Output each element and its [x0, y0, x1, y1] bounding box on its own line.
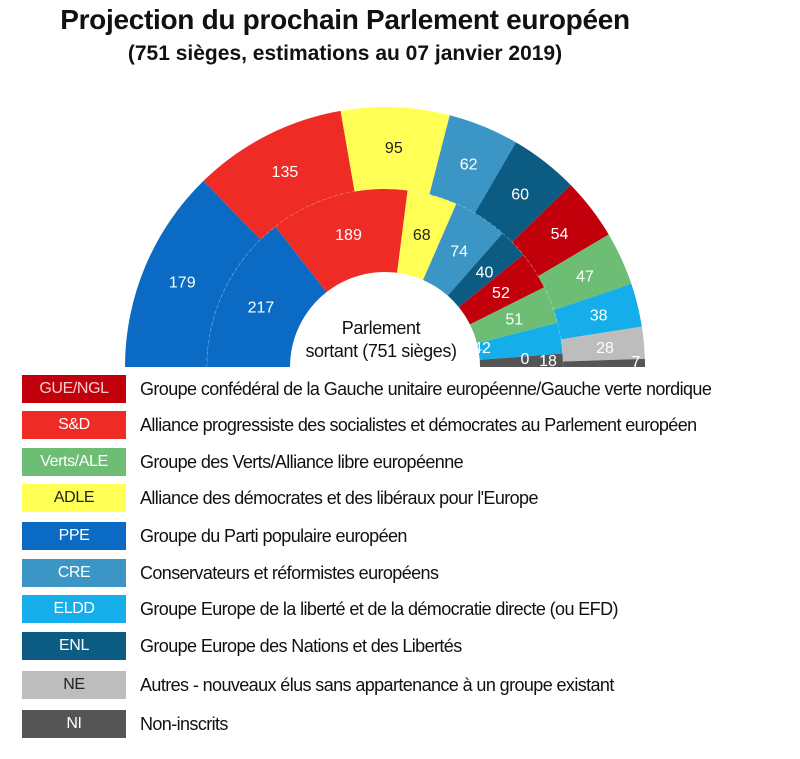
chart-subtitle: (751 sièges, estimations au 07 janvier 2…: [127, 42, 563, 65]
segment-enl: [474, 142, 571, 243]
legend-item-verts-ale: Verts/ALE Groupe des Verts/Alliance libr…: [22, 448, 782, 476]
legend-swatch: ADLE: [22, 484, 126, 512]
value-label-cre: 74: [450, 244, 468, 261]
value-label-eldd: 38: [590, 308, 608, 325]
legend-swatch: NE: [22, 671, 126, 699]
legend-item-eldd: ELDD Groupe Europe de la liberté et de l…: [22, 595, 782, 623]
value-label-adle: 95: [385, 140, 403, 157]
segment-adle: [397, 190, 457, 280]
value-label-ppe: 217: [248, 299, 275, 316]
legend-label: Alliance des démocrates et des libéraux …: [140, 488, 538, 508]
value-label-adle: 68: [413, 227, 431, 244]
segment-ni: [562, 358, 645, 367]
segment-s-d: [275, 188, 408, 293]
segment-eldd: [553, 283, 642, 340]
legend-swatch: NI: [22, 710, 126, 738]
legend-label: Groupe des Verts/Alliance libre européen…: [140, 452, 464, 472]
value-label-ni: 7: [632, 354, 641, 371]
chart-title: Projection du prochain Parlement europée…: [60, 4, 630, 35]
segment-cre: [423, 203, 503, 296]
segment-s-d: [203, 110, 355, 240]
value-label-ne: 0: [521, 351, 530, 368]
value-label-ppe: 179: [169, 275, 196, 292]
value-label-verts-ale: 47: [576, 268, 594, 285]
center-label-line1: Parlement: [342, 318, 421, 338]
value-label-enl: 40: [476, 264, 494, 281]
value-label-gue-ngl: 54: [551, 226, 569, 243]
value-label-eldd: 42: [473, 340, 491, 357]
legend-item-enl: ENL Groupe Europe des Nations et des Lib…: [22, 632, 782, 660]
legend-item-adle: ADLE Alliance des démocrates et des libé…: [22, 484, 782, 512]
segment-gue-ngl: [458, 254, 545, 325]
segment-eldd: [477, 322, 563, 360]
segment-adle: [340, 107, 450, 195]
legend-item-ni: NI Non-inscrits: [22, 710, 782, 738]
segment-ppe: [125, 180, 261, 367]
value-label-enl: 60: [511, 186, 529, 203]
segment-verts-ale: [469, 287, 558, 344]
legend-label: Groupe du Parti populaire européen: [140, 526, 407, 546]
segment-gue-ngl: [512, 185, 609, 277]
legend-item-ne: NE Autres - nouveaux élus sans appartena…: [22, 671, 782, 699]
legend-swatch: ELDD: [22, 595, 126, 623]
legend-item-gue-ngl: GUE/NGL Groupe confédéral de la Gauche u…: [22, 375, 782, 403]
legend-swatch: S&D: [22, 411, 126, 439]
segment-ni: [479, 353, 563, 367]
legend-label: Groupe Europe des Nations et des Liberté…: [140, 636, 462, 656]
value-label-ne: 28: [596, 340, 614, 357]
legend-label: Non-inscrits: [140, 714, 228, 734]
legend-swatch: GUE/NGL: [22, 375, 126, 403]
segment-labels: 179 135 95 62 60 54 47 38 28 7 217 189 68 74 40 52 51 42 0…: [169, 140, 641, 371]
center-label-line2: sortant (751 sièges): [305, 341, 456, 361]
legend-item-cre: CRE Conservateurs et réformistes europée…: [22, 559, 782, 587]
legend-label: Groupe Europe de la liberté et de la dém…: [140, 599, 618, 619]
segment-ppe: [207, 226, 327, 367]
legend-item-s-d: S&D Alliance progressiste des socialiste…: [22, 411, 782, 439]
value-label-gue-ngl: 52: [492, 285, 510, 302]
segment-verts-ale: [538, 234, 632, 311]
value-label-verts-ale: 51: [505, 312, 523, 329]
value-label-cre: 62: [460, 157, 478, 174]
value-label-ni: 18: [539, 353, 557, 370]
legend-label: Alliance progressiste des socialistes et…: [140, 415, 697, 435]
legend-swatch: CRE: [22, 559, 126, 587]
legend-swatch: Verts/ALE: [22, 448, 126, 476]
value-label-s-d: 189: [335, 227, 362, 244]
segment-cre: [429, 115, 517, 214]
legend-label: Groupe confédéral de la Gauche unitaire …: [140, 379, 712, 399]
legend-item-ppe: PPE Groupe du Parti populaire européen: [22, 522, 782, 550]
legend-label: Conservateurs et réformistes européens: [140, 563, 439, 583]
inner-ring-sortant: [207, 188, 563, 367]
legend-swatch: ENL: [22, 632, 126, 660]
segment-ne: [560, 326, 645, 362]
segment-enl: [447, 233, 524, 308]
parliament-chart: 179 135 95 62 60 54 47 38 28 7 217 189 68 74 40 52 51 42 0…: [125, 107, 645, 371]
legend-label: Autres - nouveaux élus sans appartenance…: [140, 675, 614, 695]
legend-swatch: PPE: [22, 522, 126, 550]
value-label-s-d: 135: [272, 164, 299, 181]
